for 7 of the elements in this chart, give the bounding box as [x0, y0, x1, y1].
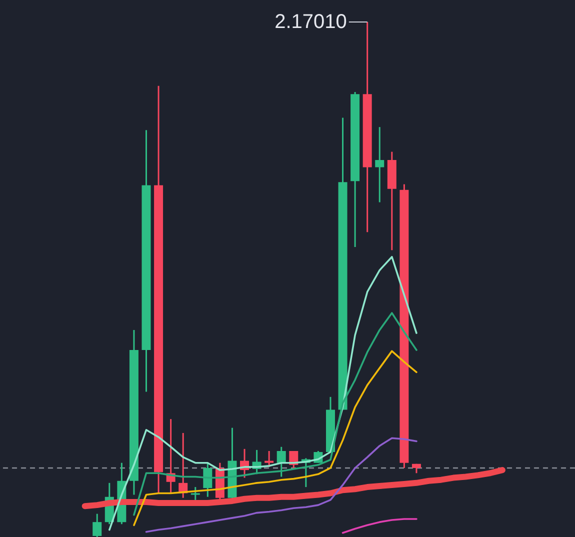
annotation: 2.17010: [274, 11, 347, 33]
candlestick: [203, 462, 212, 498]
candlestick: [92, 513, 102, 537]
candlestick: [375, 126, 384, 203]
candlestick: [264, 450, 274, 468]
candlestick: [276, 446, 286, 478]
candlestick: [190, 486, 200, 501]
